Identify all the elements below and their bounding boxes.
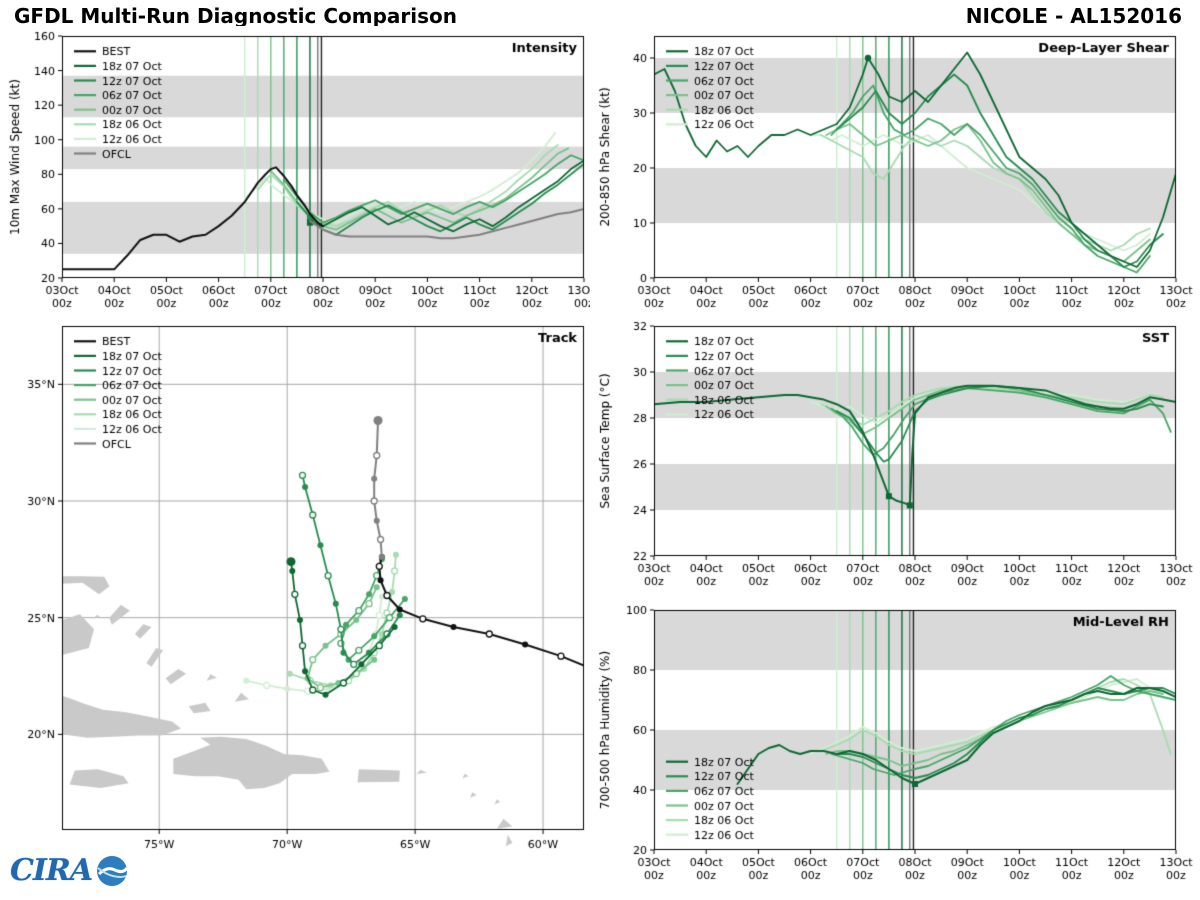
cira-globe-icon — [97, 856, 129, 886]
deep-layer-shear-chart — [596, 26, 1196, 326]
cira-logo-text: CIRA — [10, 853, 93, 888]
mid-level-rh-chart — [596, 600, 1196, 896]
cira-logo: CIRA — [10, 854, 129, 888]
track-map — [6, 318, 590, 874]
intensity-chart — [6, 26, 590, 326]
storm-id-title: NICOLE - AL152016 — [965, 4, 1182, 28]
sst-chart — [596, 316, 1196, 600]
page-title: GFDL Multi-Run Diagnostic Comparison — [14, 4, 457, 28]
